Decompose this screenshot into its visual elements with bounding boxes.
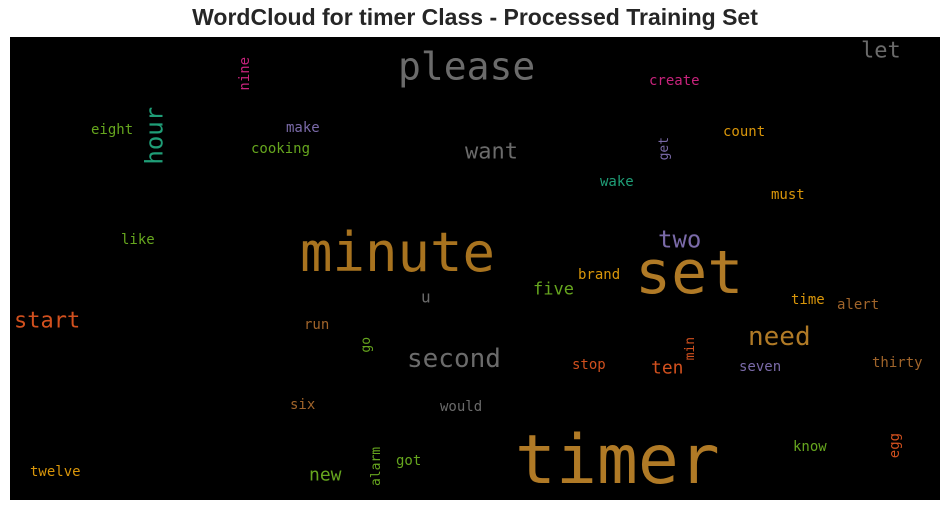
- word-nine: nine: [237, 57, 253, 91]
- word-want: want: [465, 140, 518, 165]
- word-run: run: [304, 317, 329, 333]
- word-alarm: alarm: [369, 447, 384, 486]
- word-let: let: [861, 39, 901, 64]
- word-create: create: [649, 73, 700, 89]
- word-min: min: [683, 337, 698, 360]
- word-two: two: [658, 225, 701, 253]
- word-need: need: [748, 322, 811, 352]
- word-timer: timer: [515, 421, 720, 500]
- word-please: please: [398, 44, 535, 88]
- word-u: u: [421, 288, 431, 307]
- word-like: like: [121, 232, 155, 248]
- word-eight: eight: [91, 122, 133, 138]
- word-get: get: [657, 137, 672, 160]
- word-make: make: [286, 120, 320, 136]
- word-must: must: [771, 187, 805, 203]
- word-time: time: [791, 292, 825, 308]
- word-ten: ten: [651, 357, 684, 378]
- word-would: would: [440, 399, 482, 415]
- word-five: five: [533, 279, 574, 299]
- wordcloud-svg: timer minute set please second need start two wa…: [14, 39, 923, 500]
- word-go: go: [359, 337, 374, 353]
- word-start: start: [14, 309, 80, 334]
- word-brand: brand: [578, 267, 620, 283]
- word-alert: alert: [837, 297, 879, 313]
- word-set: set: [635, 238, 743, 308]
- word-thirty: thirty: [872, 355, 923, 371]
- word-minute: minute: [300, 221, 495, 284]
- word-egg: egg: [887, 433, 903, 458]
- word-stop: stop: [572, 357, 606, 373]
- word-twelve: twelve: [30, 464, 81, 480]
- word-seven: seven: [739, 359, 781, 375]
- word-hour: hour: [140, 107, 168, 165]
- word-new: new: [309, 464, 342, 485]
- wordcloud-title: WordCloud for timer Class - Processed Tr…: [192, 4, 758, 30]
- word-count: count: [723, 124, 765, 140]
- word-cooking: cooking: [251, 141, 310, 157]
- word-second: second: [407, 344, 501, 374]
- word-got: got: [396, 453, 421, 469]
- word-know: know: [793, 439, 827, 455]
- wordcloud-canvas: timer minute set please second need start two wa…: [10, 37, 940, 500]
- word-wake: wake: [600, 174, 634, 190]
- word-six: six: [290, 397, 315, 413]
